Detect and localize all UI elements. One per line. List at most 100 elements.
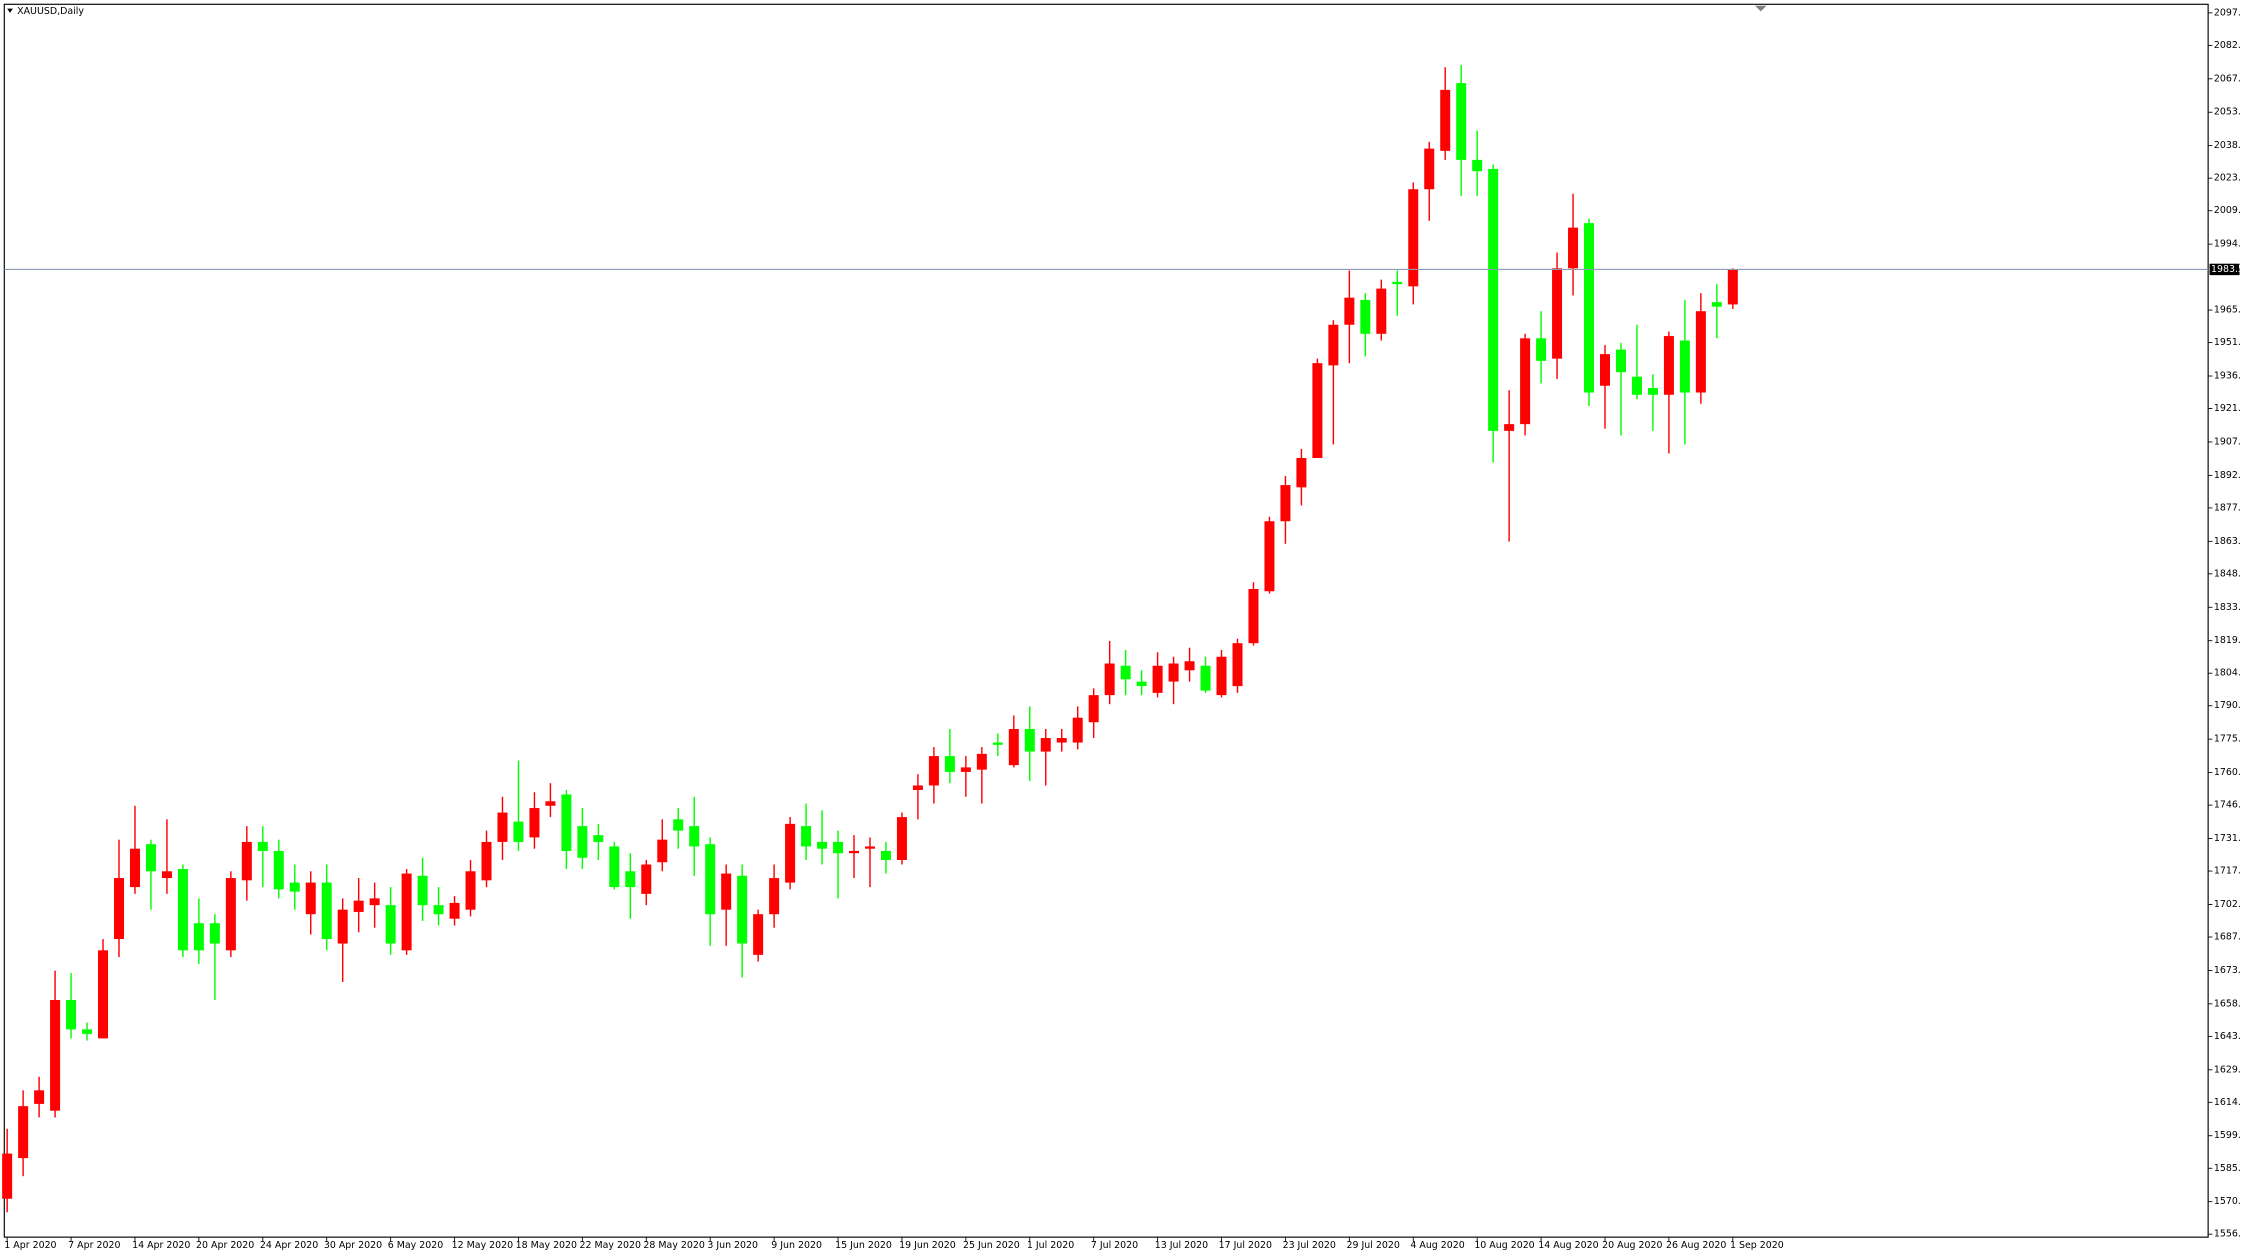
candle-body xyxy=(481,841,492,881)
candle-body xyxy=(753,914,764,955)
candle-body xyxy=(1631,376,1642,395)
candle-body xyxy=(896,817,907,860)
candle-body xyxy=(1504,424,1515,431)
candle-body xyxy=(1679,340,1690,393)
candle-body xyxy=(721,873,732,910)
chart-shift-marker[interactable] xyxy=(1755,5,1767,12)
candle-body xyxy=(385,905,396,944)
x-tick-label: 24 Apr 2020 xyxy=(260,1240,318,1251)
candle-body xyxy=(1328,324,1339,366)
y-tick-label: 1570.7 xyxy=(2214,1196,2241,1207)
candle-body xyxy=(928,756,939,786)
candle-body xyxy=(673,819,684,831)
candle-body xyxy=(912,785,923,790)
candle-body xyxy=(1120,665,1131,680)
candle-body xyxy=(641,864,652,894)
candle-body xyxy=(50,1000,61,1111)
symbol-menu-arrow[interactable] xyxy=(7,8,13,13)
candle-body xyxy=(1727,269,1738,305)
candle-body xyxy=(976,753,987,770)
x-tick-label: 9 Jun 2020 xyxy=(771,1240,822,1251)
x-tick-label: 26 Aug 2020 xyxy=(1666,1240,1726,1251)
y-tick-label: 1585.5 xyxy=(2214,1163,2241,1174)
candle-body xyxy=(769,878,780,915)
candle-body xyxy=(1392,281,1403,285)
candle-body xyxy=(1136,681,1147,687)
y-tick-label: 1556.3 xyxy=(2214,1229,2241,1240)
y-tick-label: 2038.3 xyxy=(2214,140,2241,151)
candle-body xyxy=(1264,521,1275,592)
y-tick-label: 2097.1 xyxy=(2214,7,2241,18)
y-tick-label: 1599.9 xyxy=(2214,1130,2241,1141)
y-tick-label: 1994.7 xyxy=(2214,239,2241,250)
x-tick-label: 12 May 2020 xyxy=(452,1240,513,1251)
x-tick-label: 28 May 2020 xyxy=(643,1240,704,1251)
candle-body xyxy=(529,808,540,838)
candle-body xyxy=(849,850,860,854)
candle-body xyxy=(305,882,316,915)
y-tick-label: 1892.3 xyxy=(2214,470,2241,481)
y-tick-label: 1790.3 xyxy=(2214,700,2241,711)
candle-body xyxy=(625,871,636,888)
x-tick-label: 14 Aug 2020 xyxy=(1538,1240,1598,1251)
x-tick-label: 19 Jun 2020 xyxy=(899,1240,956,1251)
x-tick-label: 7 Apr 2020 xyxy=(68,1240,120,1251)
candle-body xyxy=(992,742,1003,745)
y-tick-label: 1965.5 xyxy=(2214,305,2241,316)
candle-body xyxy=(82,1029,93,1034)
candle-body xyxy=(369,898,380,906)
candle-body xyxy=(1248,588,1259,644)
x-tick-label: 30 Apr 2020 xyxy=(324,1240,382,1251)
candle-body xyxy=(225,878,236,951)
plot-frame xyxy=(3,3,2209,1238)
candle-body xyxy=(1584,223,1595,393)
y-tick-label: 1804.7 xyxy=(2214,668,2241,679)
y-tick-label: 1643.9 xyxy=(2214,1031,2241,1042)
y-tick-label: 1921.9 xyxy=(2214,403,2241,414)
candle-body xyxy=(289,882,300,892)
y-tick-label: 1717.1 xyxy=(2214,866,2241,877)
y-tick-label: 2067.9 xyxy=(2214,73,2241,84)
candle-body xyxy=(1296,457,1307,488)
x-tick-label: 7 Jul 2020 xyxy=(1091,1240,1138,1251)
x-tick-label: 25 Jun 2020 xyxy=(963,1240,1020,1251)
candle-body xyxy=(1360,299,1371,334)
candle-body xyxy=(417,875,428,906)
candle-body xyxy=(257,841,268,851)
candle-body xyxy=(1312,363,1323,458)
candle-body xyxy=(1456,83,1467,160)
chart-title: XAUUSD,Daily xyxy=(17,6,84,17)
candle-body xyxy=(241,841,252,881)
candle-body xyxy=(34,1090,45,1104)
x-tick-label: 3 Jun 2020 xyxy=(707,1240,758,1251)
candle-body xyxy=(1599,354,1611,386)
y-tick-label: 1673.1 xyxy=(2214,965,2241,976)
candle-body xyxy=(1216,656,1227,696)
x-tick-label: 17 Jul 2020 xyxy=(1219,1240,1272,1251)
y-tick-label: 1819.1 xyxy=(2214,635,2241,646)
candle-body xyxy=(1008,729,1019,766)
x-tick-label: 1 Jul 2020 xyxy=(1027,1240,1074,1251)
candle-body xyxy=(98,950,109,1039)
x-tick-label: 18 May 2020 xyxy=(516,1240,577,1251)
candle-body xyxy=(66,1000,77,1030)
candle-body xyxy=(353,900,364,912)
x-tick-label: 23 Jul 2020 xyxy=(1283,1240,1336,1251)
candle-body xyxy=(801,826,812,847)
y-tick-label: 1687.9 xyxy=(2214,932,2241,943)
candle-body xyxy=(1424,148,1435,190)
candle-body xyxy=(449,902,460,919)
y-tick-label: 1907.1 xyxy=(2214,436,2241,447)
y-tick-label: 1702.3 xyxy=(2214,899,2241,910)
y-tick-label: 1877.9 xyxy=(2214,502,2241,513)
current-price-box xyxy=(2209,263,2240,276)
x-tick-label: 29 Jul 2020 xyxy=(1346,1240,1399,1251)
candle-body xyxy=(880,850,891,860)
candle-body xyxy=(18,1106,29,1159)
candle-body xyxy=(273,850,284,890)
candle-body xyxy=(2,1153,13,1199)
